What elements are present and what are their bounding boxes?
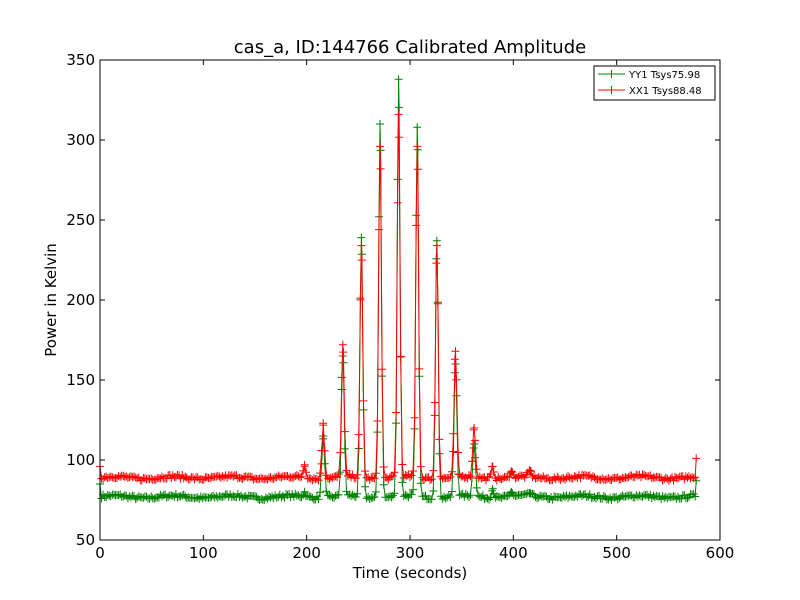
legend-marker-yy1 (607, 70, 616, 78)
legend-marker-xx1 (607, 86, 616, 94)
plot-frame (99, 59, 721, 541)
y-tick-label-350: 350 (66, 51, 95, 69)
tick-layer: 0 100 200 300 400 500 600 50 100 150 200 250 300 350 (66, 51, 734, 562)
legend-label-xx1: XX1 Tsys88.48 (629, 86, 702, 97)
y-tick-label-200: 200 (66, 291, 95, 309)
x-tick-label-300: 300 (396, 544, 425, 562)
plot-area (100, 60, 720, 540)
y-tick-label-250: 250 (66, 211, 95, 229)
legend-box (593, 65, 716, 101)
x-tick-label-100: 100 (189, 544, 218, 562)
x-tick-label-500: 500 (602, 544, 631, 562)
chart-title: cas_a, ID:144766 Calibrated Amplitude (234, 37, 586, 58)
x-tick-label-200: 200 (292, 544, 321, 562)
x-axis-label: Time (seconds) (352, 564, 468, 582)
y-tick-label-300: 300 (66, 131, 95, 149)
x-tick-label-0: 0 (95, 544, 105, 562)
x-tick-label-600: 600 (706, 544, 735, 562)
y-tick-label-50: 50 (76, 531, 95, 549)
x-tick-label-400: 400 (499, 544, 528, 562)
legend: YY1 Tsys75.98 XX1 Tsys88.48 (593, 65, 716, 101)
legend-label-yy1: YY1 Tsys75.98 (628, 70, 700, 81)
y-axis-label: Power in Kelvin (42, 243, 60, 357)
y-tick-label-100: 100 (66, 451, 95, 469)
y-tick-label-150: 150 (66, 371, 95, 389)
